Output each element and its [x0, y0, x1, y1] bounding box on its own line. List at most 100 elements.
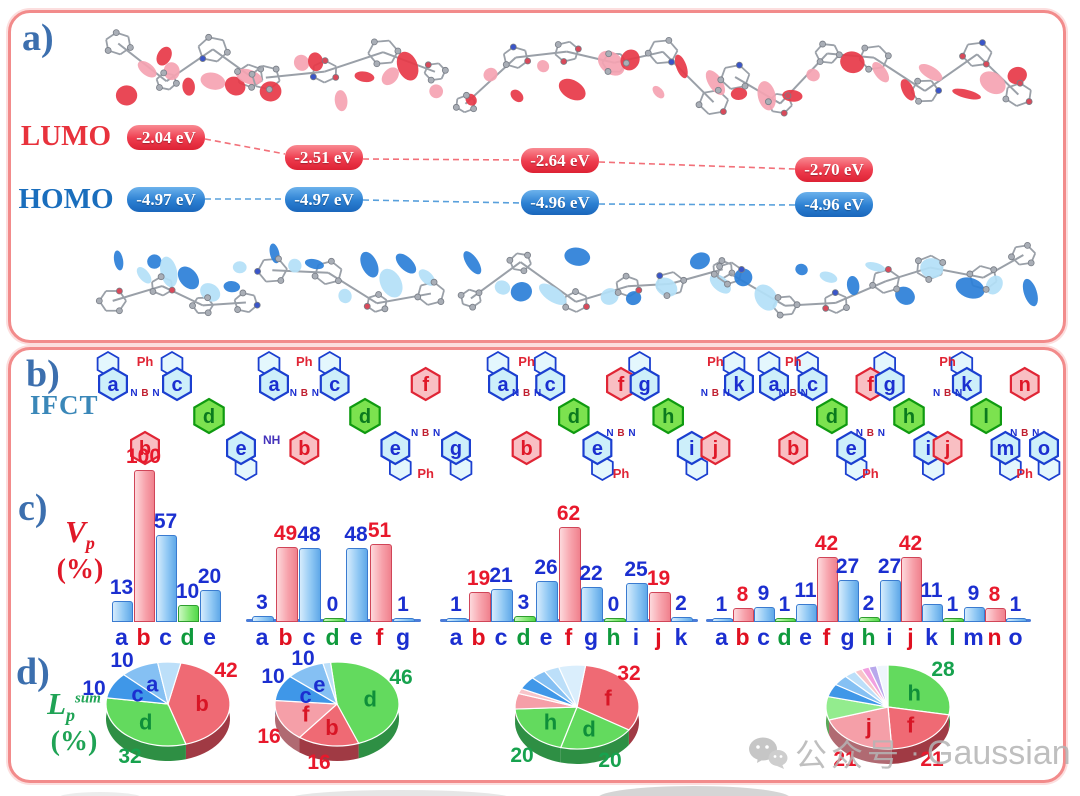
svg-text:42: 42: [214, 659, 237, 682]
svg-text:21: 21: [833, 748, 857, 771]
bar-3-e: [536, 581, 558, 622]
svg-text:h: h: [662, 406, 674, 428]
bar-category-2-e: e: [349, 624, 363, 650]
svg-text:g: g: [638, 374, 650, 396]
bar-category-3-e: e: [539, 624, 553, 650]
svg-text:d: d: [582, 717, 595, 742]
bar-value-3-g: 22: [579, 562, 603, 585]
svg-text:32: 32: [617, 662, 640, 685]
cropped-content-blob: [58, 792, 142, 796]
bar-2-g: [393, 618, 415, 622]
bar-value-1-d: 10: [175, 580, 200, 603]
svg-text:10: 10: [110, 649, 133, 672]
bar-category-3-g: g: [583, 624, 599, 650]
wechat-icon: [749, 737, 788, 769]
bar-value-4-k: 11: [920, 578, 943, 602]
bar-value-4-g: 27: [835, 554, 860, 578]
svg-text:N: N: [534, 388, 541, 399]
homo-energy-badge-4: -4.96 eV: [795, 192, 873, 217]
svg-text:N: N: [701, 388, 708, 399]
svg-text:k: k: [733, 374, 745, 396]
svg-text:B: B: [422, 428, 429, 439]
bar-category-3-a: a: [449, 624, 463, 650]
bar-category-2-a: a: [255, 624, 269, 650]
bar-category-3-f: f: [564, 624, 573, 650]
svg-text:c: c: [807, 374, 818, 396]
bar-4-e: [796, 603, 817, 622]
bar-category-4-o: o: [1008, 624, 1023, 650]
svg-text:j: j: [944, 438, 951, 460]
svg-text:d: d: [826, 406, 838, 428]
homo-orbital-render-1: [95, 250, 261, 317]
svg-text:B: B: [141, 388, 148, 399]
bar-value-4-e: 11: [794, 578, 817, 602]
svg-text:a: a: [497, 374, 509, 396]
bar-category-4-g: g: [840, 624, 855, 650]
bar-category-2-f: f: [375, 624, 384, 650]
svg-text:e: e: [235, 438, 246, 460]
svg-text:e: e: [390, 438, 401, 460]
svg-text:h: h: [903, 406, 915, 428]
svg-text:B: B: [790, 388, 797, 399]
svg-text:c: c: [545, 374, 556, 396]
cropped-content-blob: [288, 790, 513, 796]
bar-4-h: [859, 617, 880, 622]
bar-1-e: [200, 590, 221, 622]
bar-category-3-j: j: [655, 624, 662, 650]
svg-text:N: N: [312, 388, 319, 399]
bar-category-3-k: k: [674, 624, 688, 650]
svg-text:N: N: [933, 388, 940, 399]
svg-text:B: B: [944, 388, 951, 399]
svg-text:c: c: [171, 374, 182, 396]
bar-category-1-e: e: [203, 624, 216, 650]
svg-text:e: e: [313, 672, 325, 697]
bar-4-d: [775, 618, 796, 622]
bar-3-b: [468, 591, 491, 622]
svg-text:d: d: [203, 406, 215, 428]
homo-energy-badge-1: -4.97 eV: [127, 187, 205, 212]
svg-text:j: j: [712, 438, 719, 460]
lumo-orbital-render-3: [452, 36, 729, 116]
svg-text:k: k: [961, 374, 973, 396]
bar-4-a: [712, 618, 733, 622]
svg-text:Ph: Ph: [137, 354, 154, 369]
homo-orbital-render-3: [457, 247, 736, 313]
bar-value-4-f: 42: [814, 532, 839, 555]
svg-text:j: j: [865, 714, 872, 739]
bar-1-c: [156, 534, 177, 622]
bar-2-d: [322, 618, 345, 622]
svg-text:m: m: [997, 438, 1015, 460]
bar-category-4-e: e: [799, 624, 812, 650]
bar-category-3-c: c: [494, 624, 508, 650]
svg-text:Ph: Ph: [939, 354, 956, 369]
svg-text:N: N: [512, 388, 519, 399]
svg-text:a: a: [146, 672, 159, 697]
homo-energy-badge-3: -4.96 eV: [521, 190, 599, 215]
svg-text:Ph: Ph: [296, 354, 313, 369]
chemical-structure-1: a b cde Ph N NB NH: [96, 350, 280, 482]
svg-text:21: 21: [920, 748, 944, 771]
bar-2-b: [275, 546, 298, 622]
svg-text:B: B: [1021, 428, 1028, 439]
bar-category-3-d: d: [516, 624, 531, 650]
watermark: 公众号 · Gaussian: [748, 730, 1071, 776]
bar-value-4-i: 27: [877, 554, 902, 578]
svg-text:B: B: [712, 388, 719, 399]
bar-category-3-b: b: [471, 624, 486, 650]
bar-4-l: [943, 618, 964, 622]
svg-text:Ph: Ph: [417, 466, 434, 481]
homo-row-label: HOMO: [18, 183, 114, 215]
svg-text:N: N: [411, 428, 418, 439]
svg-text:Ph: Ph: [613, 466, 630, 481]
bar-value-4-o: 1: [1009, 593, 1022, 616]
bar-category-1-b: b: [136, 624, 151, 650]
bar-value-3-c: 21: [489, 563, 513, 587]
bar-category-4-c: c: [757, 624, 770, 650]
bar-4-n: [985, 608, 1006, 622]
bar-2-f: [369, 543, 392, 622]
svg-text:Ph: Ph: [862, 466, 879, 481]
lumo-orbital-render-2: [248, 38, 449, 112]
bar-value-2-c: 48: [297, 523, 321, 546]
svg-text:N: N: [606, 428, 613, 439]
